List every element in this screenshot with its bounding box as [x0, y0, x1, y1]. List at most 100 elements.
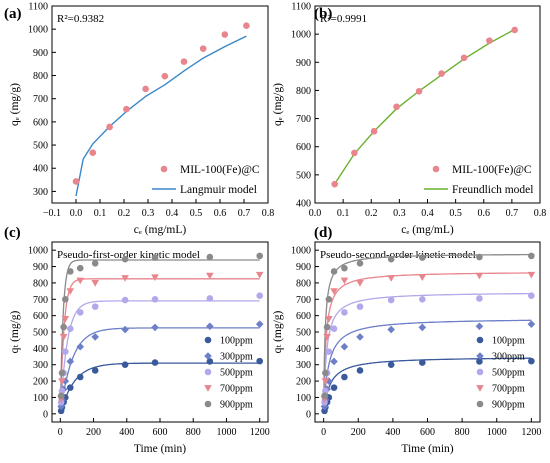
- data-point: [206, 253, 214, 261]
- data-point: [340, 277, 349, 285]
- x-tick-label: 0.7: [238, 208, 251, 219]
- panel-letter: (b): [314, 6, 332, 22]
- data-point: [325, 377, 333, 385]
- y-tick-label: 800: [296, 278, 311, 289]
- data-point: [121, 361, 129, 369]
- data-point: [60, 323, 67, 331]
- data-point: [340, 342, 349, 351]
- data-point: [419, 254, 426, 261]
- legend-marker: [160, 165, 168, 173]
- legend-marker: [476, 352, 484, 360]
- x-tick-label: 0.1: [94, 208, 107, 219]
- data-point: [415, 87, 423, 95]
- legend-marker: [204, 352, 212, 360]
- data-point: [387, 275, 395, 282]
- fit-curve: [323, 292, 532, 414]
- y-tick-label: 0: [306, 409, 311, 420]
- data-point: [58, 378, 66, 385]
- data-point: [356, 367, 364, 374]
- x-tick-label: 400: [119, 427, 134, 438]
- y-tick-label: 1100: [291, 2, 311, 13]
- x-tick-label: 0.8: [262, 208, 275, 219]
- panel-annotation: Pseudo-second-order kinetic model: [320, 249, 476, 261]
- y-tick-label: 800: [33, 71, 48, 82]
- y-tick-label: 600: [33, 311, 48, 322]
- legend-label: 900ppm: [492, 400, 525, 411]
- legend-marker: [476, 400, 484, 408]
- y-tick-label: 100: [296, 393, 311, 404]
- panel-annotation: Pseudo-first-order kinetic model: [57, 249, 200, 261]
- fit-curve: [323, 319, 532, 414]
- data-point: [255, 320, 264, 328]
- data-point: [256, 292, 263, 299]
- fit-curve: [59, 300, 260, 414]
- data-point: [206, 295, 214, 302]
- data-point: [325, 295, 333, 303]
- legend-label: 500ppm: [220, 368, 253, 379]
- y-tick-label: 0: [43, 409, 48, 420]
- x-tick-label: 600: [420, 427, 435, 438]
- y-tick-label: 900: [33, 48, 48, 59]
- legend-label: 300ppm: [492, 352, 525, 363]
- fit-curve: [323, 357, 532, 414]
- y-tick-label: 1000: [291, 30, 311, 41]
- data-point: [351, 149, 358, 157]
- data-point: [486, 37, 493, 44]
- legend-label: MIL-100(Fe)@C: [452, 164, 532, 176]
- data-point: [121, 275, 129, 282]
- data-point: [66, 384, 74, 391]
- x-tick-label: 0.4: [421, 208, 434, 219]
- x-tick-label: 0.3: [142, 208, 155, 219]
- data-point: [419, 295, 426, 303]
- legend-label: 700ppm: [492, 384, 525, 395]
- data-point: [330, 384, 338, 391]
- data-point: [106, 123, 113, 131]
- y-tick-label: 700: [296, 114, 311, 125]
- data-point: [180, 58, 188, 65]
- data-point: [356, 280, 364, 287]
- x-axis-label: Time (min): [134, 443, 186, 455]
- data-point: [370, 127, 378, 135]
- data-point: [58, 369, 66, 377]
- data-point: [76, 309, 84, 316]
- x-tick-label: 1000: [216, 427, 236, 438]
- data-point: [460, 54, 468, 62]
- fit-curve: [59, 327, 260, 414]
- legend-label: 100ppm: [220, 336, 253, 347]
- legend-label: 500ppm: [492, 368, 525, 379]
- y-tick-label: 300: [296, 360, 311, 371]
- y-tick-label: 400: [33, 344, 48, 355]
- y-tick-label: 200: [33, 377, 48, 388]
- legend-label: 100ppm: [492, 336, 525, 347]
- y-tick-label: 700: [296, 295, 311, 306]
- y-axis-label: qₜ (mg/g): [9, 310, 21, 353]
- y-tick-label: 500: [296, 328, 311, 339]
- panel-d-pseudo-second-order: (d) 0 200 400 600 800 1000 1200 0 100 200 300 400 500…: [272, 225, 541, 455]
- data-point: [206, 322, 214, 331]
- data-point: [322, 369, 329, 377]
- data-point: [121, 255, 129, 263]
- fit-curve: [59, 278, 260, 414]
- data-point: [72, 178, 80, 185]
- data-point: [418, 274, 427, 281]
- data-point: [66, 357, 75, 366]
- data-point: [330, 325, 338, 333]
- panel-annotation: R²=0.9382: [57, 13, 104, 25]
- data-point: [356, 303, 364, 310]
- data-point: [61, 348, 69, 355]
- y-tick-label: 900: [296, 58, 311, 69]
- data-point: [142, 85, 149, 93]
- legend-label: 900ppm: [220, 400, 253, 411]
- data-point: [475, 272, 484, 280]
- x-axis-label: cₑ (mg/mL): [401, 224, 454, 236]
- x-tick-label: 200: [351, 427, 366, 438]
- panel-letter: (d): [314, 225, 332, 241]
- data-point: [528, 357, 535, 365]
- data-point: [356, 333, 364, 341]
- x-tick-label: 1200: [250, 427, 270, 438]
- plot-frame: [314, 241, 541, 423]
- data-point: [221, 31, 229, 38]
- data-point: [331, 180, 338, 188]
- panel-c-pseudo-first-order: (c) 0 200 400 600 800 1000 1200 0 100 200 300 400 500…: [4, 225, 270, 455]
